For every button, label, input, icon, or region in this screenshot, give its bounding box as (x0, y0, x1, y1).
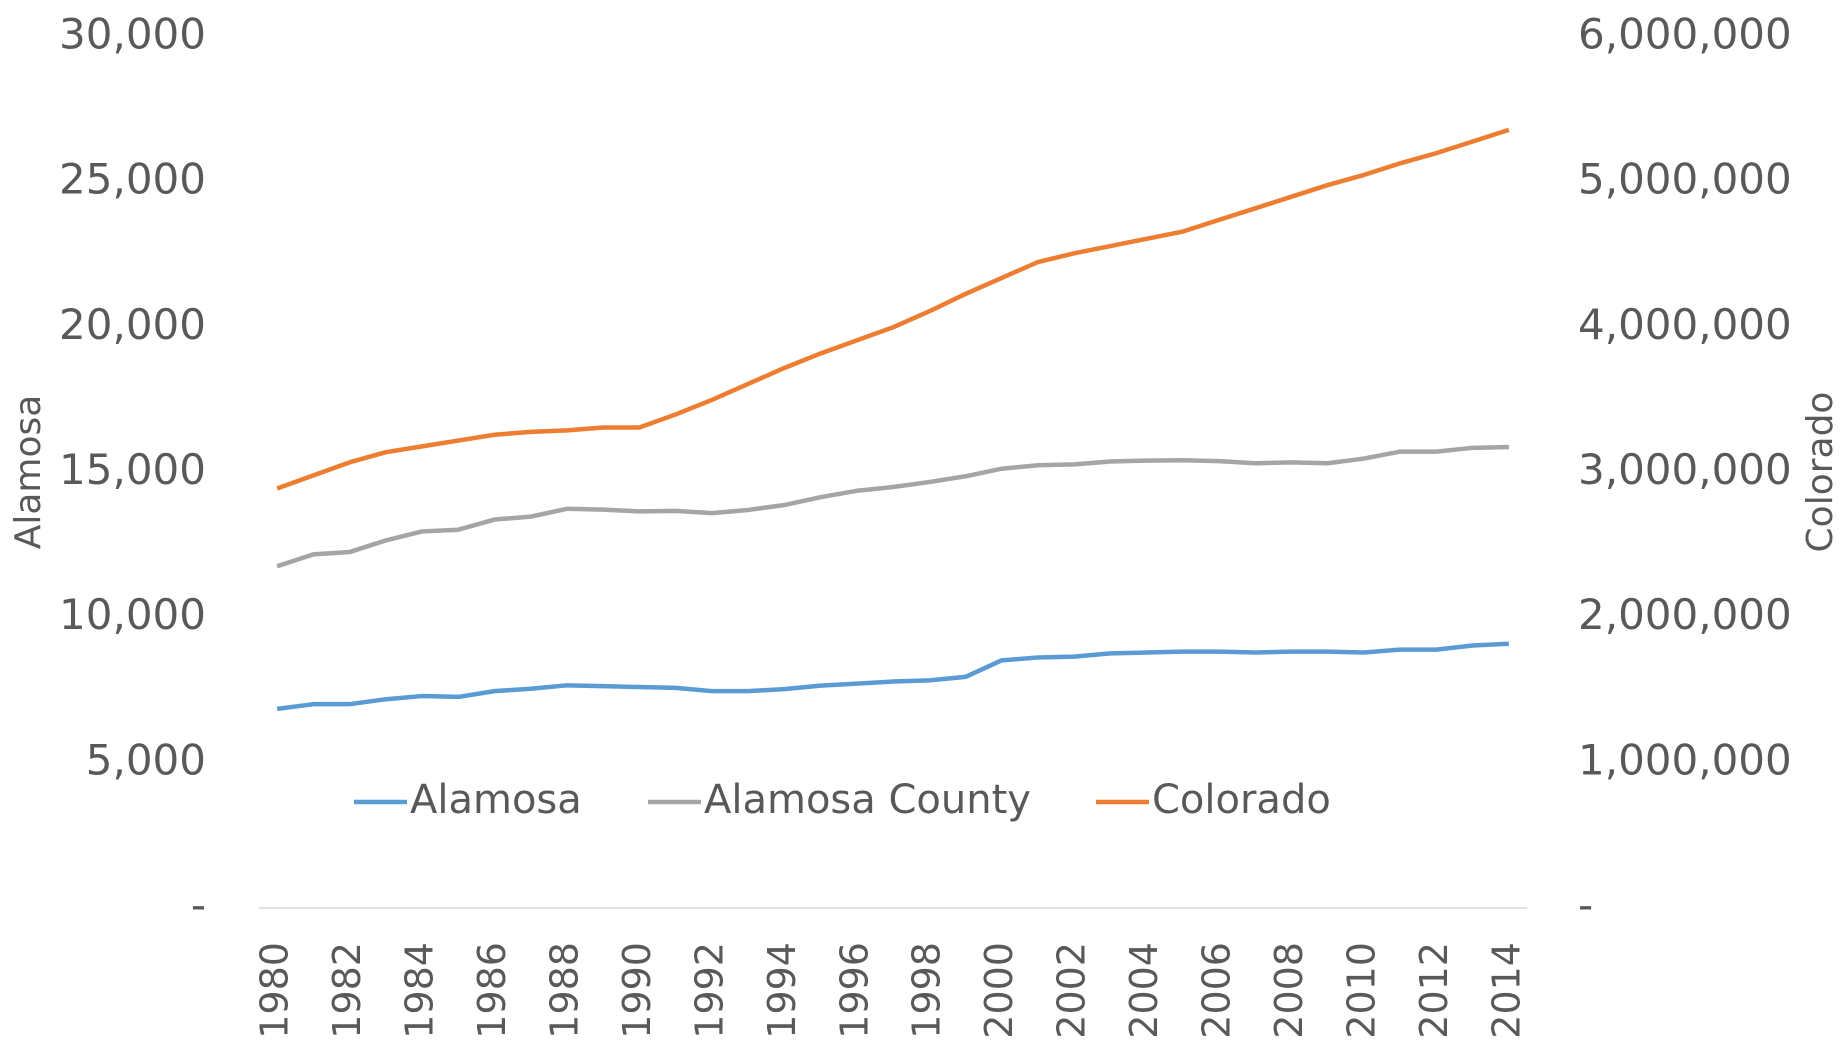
x-tick-label: 2000 (977, 942, 1021, 1037)
x-tick-label: 1986 (470, 942, 514, 1037)
x-tick-label: 2008 (1267, 942, 1311, 1037)
y-tick-label: 10,000 (59, 590, 206, 639)
y2-tick-label: 6,000,000 (1578, 10, 1792, 59)
y-axis-title: Alamosa (8, 395, 49, 550)
x-tick-label: 1990 (615, 942, 659, 1037)
x-tick-label: 1980 (253, 942, 297, 1037)
y-tick-label: 30,000 (59, 10, 206, 59)
y-tick-label: 25,000 (59, 155, 206, 204)
y2-tick-label: 4,000,000 (1578, 300, 1792, 349)
y-tick-label: 15,000 (59, 445, 206, 494)
y2-tick-label: - (1578, 881, 1593, 930)
y2-tick-label: 3,000,000 (1578, 445, 1792, 494)
x-tick-label: 1992 (687, 942, 731, 1037)
x-tick-label: 1994 (760, 942, 804, 1037)
x-tick-label: 2002 (1050, 942, 1094, 1037)
x-tick-label: 2012 (1412, 942, 1456, 1037)
legend-label: Alamosa (410, 777, 582, 823)
x-tick-label: 2004 (1122, 942, 1166, 1037)
legend-label: Colorado (1152, 777, 1331, 823)
y-tick-label: - (191, 881, 206, 930)
y-tick-label: 20,000 (59, 300, 206, 349)
y2-tick-label: 1,000,000 (1578, 735, 1792, 784)
x-tick-label: 2010 (1339, 942, 1383, 1037)
y-tick-label: 5,000 (86, 735, 206, 784)
y2-tick-label: 2,000,000 (1578, 590, 1792, 639)
x-tick-label: 1984 (398, 942, 442, 1037)
x-tick-label: 1996 (832, 942, 876, 1037)
x-tick-label: 1988 (542, 942, 586, 1037)
x-tick-label: 2014 (1484, 942, 1528, 1037)
series-line (276, 127, 1510, 491)
x-tick-label: 2006 (1195, 942, 1239, 1037)
y2-axis-title: Colorado (1800, 392, 1841, 553)
x-tick-label: 1998 (905, 942, 949, 1037)
y2-tick-label: 5,000,000 (1578, 155, 1792, 204)
series-line (276, 444, 1509, 569)
legend-label: Alamosa County (704, 777, 1031, 823)
x-tick-label: 1982 (325, 942, 369, 1037)
series-line (276, 641, 1509, 712)
